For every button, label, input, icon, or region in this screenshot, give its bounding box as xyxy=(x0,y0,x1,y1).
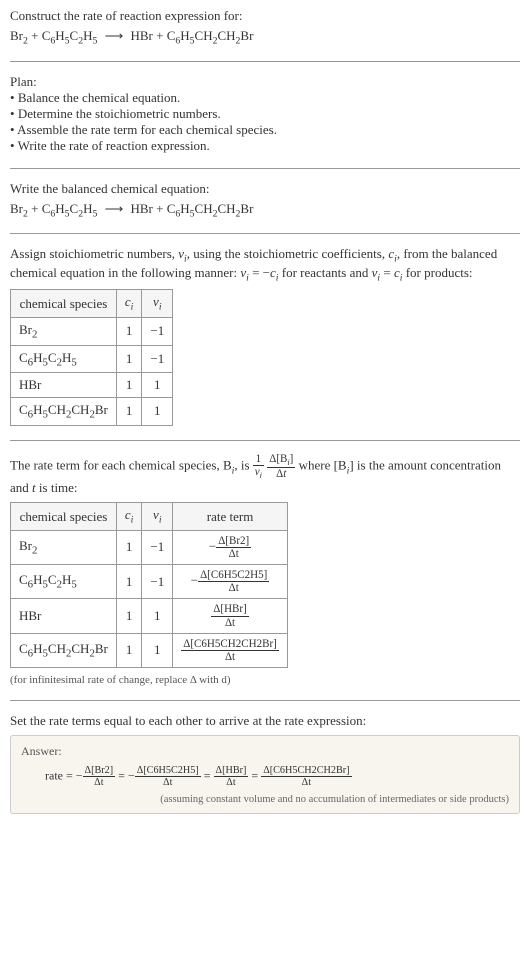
table-row: C6H5C2H51−1 xyxy=(11,345,173,373)
stoich-intro: Assign stoichiometric numbers, νi, using… xyxy=(10,246,520,283)
col-rate: rate term xyxy=(173,503,288,531)
col-species: chemical species xyxy=(11,290,117,318)
construct-label: Construct the rate of reaction expressio… xyxy=(10,8,520,24)
table-header-row: chemical species ci νi xyxy=(11,290,173,318)
rate-cell: Δ[C6H5CH2CH2Br]Δt xyxy=(173,633,288,667)
table-row: C6H5CH2CH2Br11 xyxy=(11,398,173,426)
balanced-label: Write the balanced chemical equation: xyxy=(10,181,520,197)
table-row: HBr11 xyxy=(11,373,173,398)
product-hbr: HBr xyxy=(130,28,152,43)
balanced-section: Write the balanced chemical equation: Br… xyxy=(10,181,520,220)
table-row: Br21−1−Δ[Br2]Δt xyxy=(11,530,288,564)
species-cell: HBr xyxy=(11,373,117,398)
table-row: HBr11Δ[HBr]Δt xyxy=(11,599,288,633)
species-cell: C6H5CH2CH2Br xyxy=(11,398,117,426)
reaction-equation: Br2 + C6H5C2H5 ⟶ HBr + C6H5CH2CH2Br xyxy=(10,28,520,47)
rateterm-table: chemical species ci νi rate term Br21−1−… xyxy=(10,502,288,668)
final-label: Set the rate terms equal to each other t… xyxy=(10,713,520,729)
divider xyxy=(10,168,520,169)
reactant-br2: Br2 xyxy=(10,28,28,43)
plan-title: Plan: xyxy=(10,74,520,90)
col-ci: ci xyxy=(116,503,142,531)
table-row: C6H5C2H51−1−Δ[C6H5C2H5]Δt xyxy=(11,565,288,599)
rate-expression: rate = −Δ[Br2]Δt = −Δ[C6H5C2H5]Δt = Δ[HB… xyxy=(45,765,509,788)
plan-item: Determine the stoichiometric numbers. xyxy=(10,106,520,122)
col-nui: νi xyxy=(142,290,173,318)
rate-cell: −Δ[Br2]Δt xyxy=(173,530,288,564)
rateterm-footnote: (for infinitesimal rate of change, repla… xyxy=(10,674,520,686)
table-header-row: chemical species ci νi rate term xyxy=(11,503,288,531)
rateterm-intro: The rate term for each chemical species,… xyxy=(10,453,520,496)
table-row: C6H5CH2CH2Br11Δ[C6H5CH2CH2Br]Δt xyxy=(11,633,288,667)
stoich-section: Assign stoichiometric numbers, νi, using… xyxy=(10,246,520,426)
balanced-equation: Br2 + C6H5C2H5 ⟶ HBr + C6H5CH2CH2Br xyxy=(10,201,520,220)
plan-section: Plan: Balance the chemical equation. Det… xyxy=(10,74,520,154)
reactant-ethylbenzene: C6H5C2H5 xyxy=(42,28,98,43)
rate-formula-frac1: 1νi xyxy=(253,453,264,480)
rate-cell: −Δ[C6H5C2H5]Δt xyxy=(173,565,288,599)
divider xyxy=(10,440,520,441)
table-row: Br21−1 xyxy=(11,317,173,345)
plan-item: Assemble the rate term for each chemical… xyxy=(10,122,520,138)
species-cell: Br2 xyxy=(11,317,117,345)
species-cell: C6H5C2H5 xyxy=(11,345,117,373)
answer-label: Answer: xyxy=(21,744,509,759)
plan-list: Balance the chemical equation. Determine… xyxy=(10,90,520,154)
divider xyxy=(10,700,520,701)
reaction-arrow: ⟶ xyxy=(101,28,128,43)
plan-item: Balance the chemical equation. xyxy=(10,90,520,106)
plan-item: Write the rate of reaction expression. xyxy=(10,138,520,154)
col-species: chemical species xyxy=(11,503,117,531)
answer-assumption: (assuming constant volume and no accumul… xyxy=(21,794,509,805)
rateterm-section: The rate term for each chemical species,… xyxy=(10,453,520,686)
divider xyxy=(10,233,520,234)
problem-statement: Construct the rate of reaction expressio… xyxy=(10,8,520,47)
rate-formula-frac2: Δ[Bi]Δt xyxy=(267,453,295,480)
final-section: Set the rate terms equal to each other t… xyxy=(10,713,520,814)
product-bromide: C6H5CH2CH2Br xyxy=(167,28,254,43)
stoich-table: chemical species ci νi Br21−1 C6H5C2H51−… xyxy=(10,289,173,425)
rate-cell: Δ[HBr]Δt xyxy=(173,599,288,633)
divider xyxy=(10,61,520,62)
col-nui: νi xyxy=(142,503,173,531)
col-ci: ci xyxy=(116,290,142,318)
answer-box: Answer: rate = −Δ[Br2]Δt = −Δ[C6H5C2H5]Δ… xyxy=(10,735,520,814)
